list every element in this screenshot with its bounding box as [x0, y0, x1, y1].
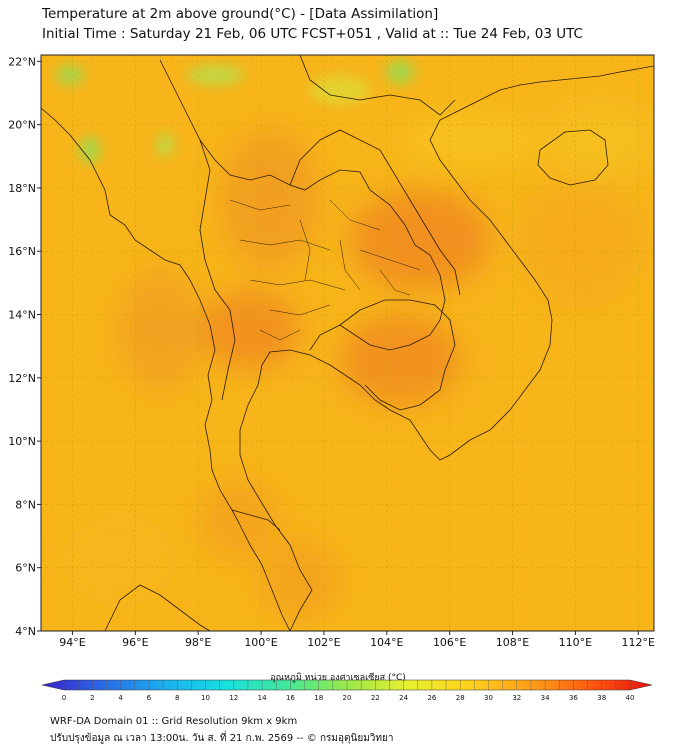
lat-tick-label: 16°N [8, 245, 36, 258]
colorbar-tick-label: 28 [456, 694, 465, 702]
laos-border [289, 129, 461, 296]
lat-tick-label: 8°N [15, 498, 36, 511]
cool-highland-spots [56, 60, 414, 164]
colorbar-tick-label: 18 [314, 694, 323, 702]
colorbar-tick-label: 6 [147, 694, 152, 702]
cambodia-border [339, 299, 456, 411]
vietnam-china-border [299, 55, 456, 116]
colorbar-tick-label: 32 [512, 694, 521, 702]
map-subtitle: Initial Time : Saturday 21 Feb, 06 UTC F… [42, 26, 583, 42]
colorbar-ticks: 0 2 4 6 8 10 12 14 16 18 20 22 24 26 28 30 32 34 36 38 40 [62, 680, 635, 702]
colorbar-tick-label: 38 [597, 694, 606, 702]
longitude-axis: 94°E 96°E 98°E 100°E 102°E 104°E 106°E 108°E 110… [59, 631, 655, 649]
temperature-field [41, 55, 654, 631]
colorbar-tick-label: 0 [62, 694, 66, 702]
colorbar-tick-label: 2 [90, 694, 94, 702]
lat-tick-label: 20°N [8, 119, 36, 132]
colorbar-label: อุณหภูมิ หน่วย องศาเซลเซียส (°C) [270, 673, 406, 683]
colorbar-tick-label: 24 [399, 694, 408, 702]
lat-tick-label: 6°N [15, 562, 36, 575]
colorbar-tick-label: 20 [343, 694, 352, 702]
model-info: WRF-DA Domain 01 :: Grid Resolution 9km … [50, 716, 298, 727]
lon-tick-label: 102°E [307, 636, 340, 649]
colorbar-tick-label: 14 [258, 694, 267, 702]
latitude-axis: 4°N 6°N 8°N 10°N 12°N 14°N 16°N 18°N 20°N 22°N [8, 55, 41, 638]
lon-tick-label: 98°E [185, 636, 211, 649]
lon-tick-label: 112°E [622, 636, 655, 649]
lat-tick-label: 12°N [8, 372, 36, 385]
colorbar-tick-label: 10 [201, 694, 210, 702]
graticule [41, 55, 654, 631]
colorbar: 0 2 4 6 8 10 12 14 16 18 20 22 24 26 28 30 32 34 36 38 40 [41, 679, 653, 702]
colorbar-tick-label: 30 [484, 694, 493, 702]
malaysia-border [231, 509, 281, 531]
mainland-coastline [41, 107, 291, 631]
plot-frame [40, 54, 655, 632]
lat-tick-label: 18°N [8, 182, 36, 195]
gulf-coastline [239, 65, 654, 631]
map-title: Temperature at 2m above ground(°C) - [Da… [42, 6, 439, 22]
lat-tick-label: 4°N [15, 625, 36, 638]
lon-tick-label: 96°E [122, 636, 148, 649]
colorbar-tick-label: 4 [118, 694, 123, 702]
province-lines [229, 199, 421, 341]
colorbar-tick-label: 12 [229, 694, 238, 702]
thailand-border [199, 139, 446, 351]
colorbar-tick-label: 36 [569, 694, 578, 702]
update-info: ปรับปรุงข้อมูล ณ เวลา 13:00น. วัน ส. ที่… [50, 733, 394, 744]
colorbar-tick-label: 22 [371, 694, 380, 702]
lat-tick-label: 22°N [8, 55, 36, 68]
warm-anomalies [70, 100, 654, 620]
lat-tick-label: 10°N [8, 435, 36, 448]
colorbar-tick-label: 16 [286, 694, 295, 702]
lon-tick-label: 104°E [370, 636, 403, 649]
lon-tick-label: 100°E [244, 636, 277, 649]
sumatra-coast [104, 584, 211, 631]
lat-tick-label: 14°N [8, 309, 36, 322]
lon-tick-label: 94°E [59, 636, 85, 649]
lon-tick-label: 108°E [496, 636, 529, 649]
colorbar-tick-label: 40 [626, 694, 635, 702]
lon-tick-label: 110°E [559, 636, 592, 649]
coastlines-and-borders [41, 55, 654, 631]
colorbar-tick-label: 8 [175, 694, 179, 702]
lon-tick-label: 106°E [433, 636, 466, 649]
colorbar-tick-label: 34 [541, 694, 550, 702]
colorbar-tick-label: 26 [427, 694, 436, 702]
myanmar-border [159, 59, 236, 401]
hainan-island [537, 129, 609, 186]
